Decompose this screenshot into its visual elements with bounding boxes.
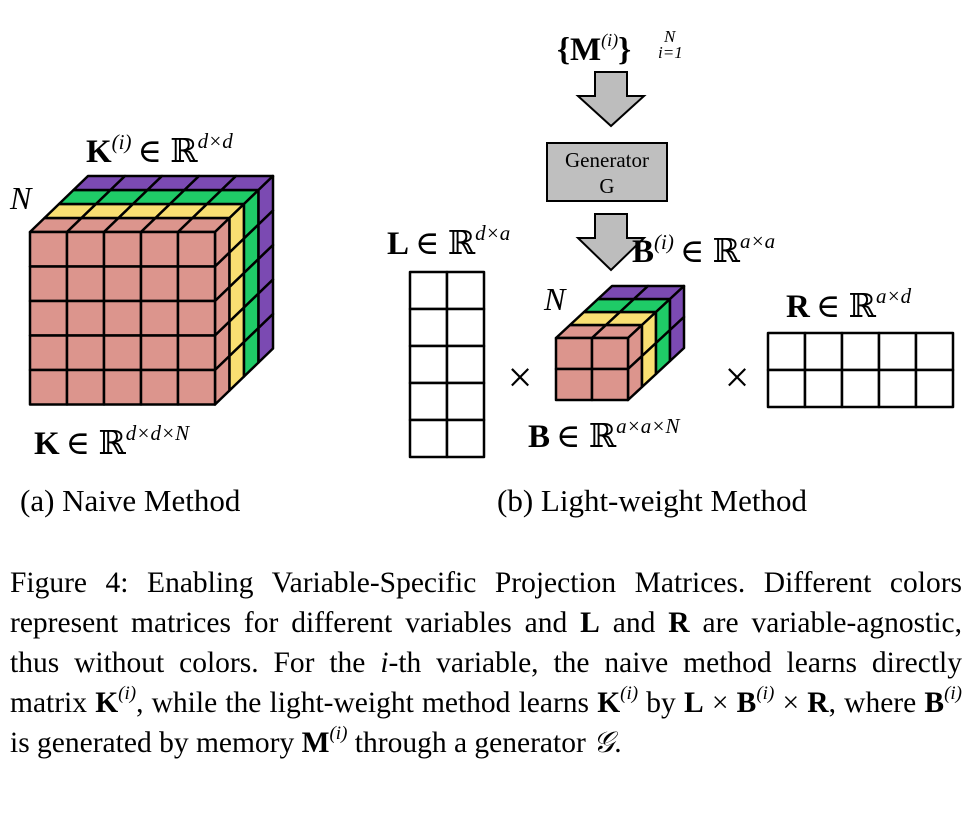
tensor-cell: [554, 367, 594, 402]
naive-method-caption: (a) Naive Method: [20, 483, 241, 518]
B-tensor-shape-label: B ∈ ℝa×a×N: [528, 414, 680, 455]
multiply-sign: ×: [725, 353, 750, 402]
matrix-cell: [445, 381, 486, 422]
naive-tensor: [28, 174, 275, 406]
B-depth-label: N: [543, 281, 567, 317]
tensor-cell: [28, 368, 69, 406]
matrix-cell: [914, 368, 955, 409]
tensor-cell: [139, 265, 180, 303]
tensor-cell: [65, 230, 106, 268]
naive-tensor-front-face: [28, 230, 217, 406]
matrix-cell: [914, 331, 955, 372]
multiply-sign: ×: [508, 353, 533, 402]
tensor-cell: [590, 367, 630, 402]
tensor-cell: [176, 230, 217, 268]
generator-label: Generator: [565, 148, 649, 172]
tensor-cell: [65, 265, 106, 303]
matrix-cell: [445, 307, 486, 348]
tensor-cell: [28, 230, 69, 268]
matrix-cell: [877, 331, 918, 372]
B-tensor-top-face: [554, 284, 686, 340]
matrix-cell: [408, 381, 449, 422]
tensor-cell: [176, 334, 217, 372]
tensor-cell: [28, 334, 69, 372]
tensor-cell: [139, 230, 180, 268]
matrix-cell: [408, 270, 449, 311]
tensor-cell: [554, 336, 594, 371]
matrix-cell: [803, 331, 844, 372]
B-tensor: [554, 284, 686, 402]
memory-label: {M(i)}: [557, 30, 631, 68]
tensor-cell: [668, 315, 686, 363]
B-tensor-front-face: [554, 336, 630, 402]
R-matrix: [766, 331, 955, 409]
tensor-cell: [102, 299, 143, 337]
figure-caption-text: Figure 4: Enabling Variable-Specific Pro…: [10, 567, 963, 759]
Bi-label: B(i) ∈ ℝa×a: [632, 229, 775, 270]
tensor-cell: [102, 368, 143, 406]
matrix-cell: [408, 344, 449, 385]
tensor-cell: [590, 336, 630, 371]
arrow-down-icon: [575, 213, 647, 272]
matrix-cell: [877, 368, 918, 409]
naive-tensor-label: K(i) ∈ ℝd×d: [86, 129, 233, 170]
tensor-cell: [102, 334, 143, 372]
tensor-cell: [176, 299, 217, 337]
tensor-cell: [65, 368, 106, 406]
tensor-cell: [65, 334, 106, 372]
tensor-cell: [139, 299, 180, 337]
matrix-cell: [408, 307, 449, 348]
memory-range-top: N: [663, 27, 677, 46]
tensor-cell: [139, 368, 180, 406]
matrix-cell: [840, 368, 881, 409]
naive-tensor-shape-label: K ∈ ℝd×d×N: [34, 421, 190, 462]
matrix-cell: [445, 418, 486, 459]
L-matrix: [408, 270, 486, 459]
matrix-cell: [803, 368, 844, 409]
arrow-down-icon: [575, 71, 647, 128]
tensor-cell: [176, 265, 217, 303]
naive-depth-label: N: [9, 180, 33, 216]
matrix-cell: [445, 270, 486, 311]
generator-symbol: G: [599, 174, 614, 198]
tensor-cell: [139, 334, 180, 372]
memory-range-bottom: i=1: [658, 43, 683, 62]
tensor-cell: [65, 299, 106, 337]
figure-caption: Figure 4: Enabling Variable-Specific Pro…: [10, 563, 962, 763]
matrix-cell: [766, 331, 807, 372]
matrix-cell: [766, 368, 807, 409]
tensor-cell: [176, 368, 217, 406]
matrix-cell: [408, 418, 449, 459]
matrix-cell: [840, 331, 881, 372]
naive-tensor-side-face: [213, 174, 275, 406]
tensor-cell: [102, 230, 143, 268]
lightweight-method-caption: (b) Light-weight Method: [497, 483, 807, 518]
L-label: L ∈ ℝd×a: [387, 221, 510, 262]
tensor-cell: [257, 312, 275, 364]
tensor-cell: [102, 265, 143, 303]
generator-box: [546, 142, 668, 202]
tensor-cell: [28, 299, 69, 337]
figure-diagram: K(i) ∈ ℝd×d N K ∈ ℝd×d×N (a) Naive Method …: [9, 27, 955, 518]
R-label: R ∈ ℝa×d: [786, 284, 912, 325]
matrix-cell: [445, 344, 486, 385]
tensor-cell: [28, 265, 69, 303]
